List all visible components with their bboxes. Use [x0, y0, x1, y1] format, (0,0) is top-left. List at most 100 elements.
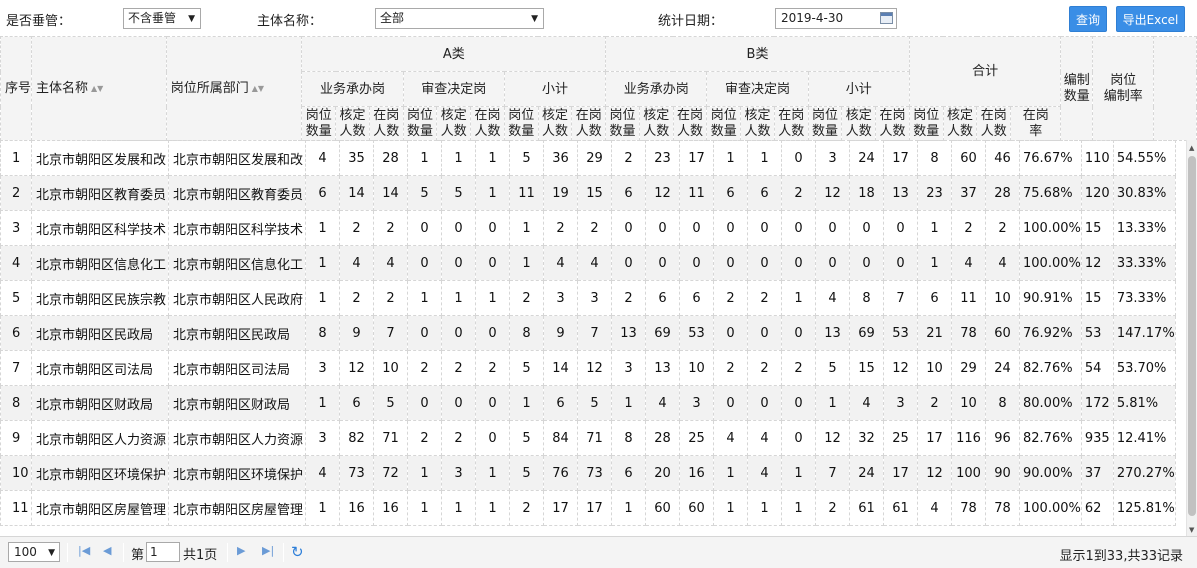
grid-body-table: 1 北京市朝阳区发展和改 北京市朝阳区发展和改 4 35 28 1 1 1 5 36 29 2 23 17 1…: [0, 140, 1176, 526]
cell-ratio: 12.41%: [1112, 420, 1176, 456]
cell-b5: 0: [747, 315, 782, 351]
column-staffing-l1: 编制: [1063, 72, 1090, 88]
cell-b2: 6: [645, 280, 680, 316]
cell-a2: 9: [339, 315, 374, 351]
cell-idx: 1: [0, 140, 32, 176]
first-page-icon[interactable]: |◀: [78, 544, 91, 557]
table-row[interactable]: 7 北京市朝阳区司法局 北京市朝阳区司法局 3 12 10 2 2 2 5 14 12 3 13 10 2 2 2…: [0, 350, 1176, 386]
table-row[interactable]: 10 北京市朝阳区环境保护 北京市朝阳区环境保护 4 73 72 1 3 1 5 76 73 6 20 16…: [0, 455, 1176, 491]
cell-b9: 7: [883, 280, 918, 316]
cell-a6: 0: [475, 385, 510, 421]
column-seq: 序号: [0, 36, 33, 141]
last-page-icon[interactable]: ▶|: [262, 544, 275, 557]
prev-page-icon[interactable]: ◀: [103, 544, 112, 557]
query-button[interactable]: 查询: [1069, 6, 1107, 32]
calendar-icon[interactable]: [880, 12, 893, 24]
table-row[interactable]: 6 北京市朝阳区民政局 北京市朝阳区民政局 8 9 7 0 0 0 8 9 7 13 69 53 0 0 0 13 6…: [0, 315, 1176, 351]
column-department[interactable]: 岗位所属部门 ▲▼: [165, 36, 303, 141]
cell-b1: 2: [611, 280, 646, 316]
separator: [227, 543, 228, 562]
cell-t2: 37: [951, 175, 986, 211]
cell-b9: 61: [883, 490, 918, 526]
scroll-down-icon[interactable]: ▼: [1189, 526, 1195, 534]
cell-staff: 935: [1080, 420, 1114, 456]
date-input-value: 2019-4-30: [781, 11, 844, 25]
cell-b7: 0: [815, 245, 850, 281]
cell-b8: 32: [849, 420, 884, 456]
cell-a6: 0: [475, 315, 510, 351]
page-prefix: 第: [131, 548, 145, 563]
page-number-input[interactable]: 1: [146, 542, 180, 562]
subcol-label: 人数: [373, 123, 400, 139]
cell-b1: 8: [611, 420, 646, 456]
cell-b1: 3: [611, 350, 646, 386]
cell-a6: 1: [475, 280, 510, 316]
column-entity-name[interactable]: 主体名称 ▲▼: [31, 36, 167, 141]
export-excel-button[interactable]: 导出Excel: [1116, 6, 1185, 32]
cell-a9: 4: [577, 245, 612, 281]
table-row[interactable]: 9 北京市朝阳区人力资源 北京市朝阳区人力资源 3 82 71 2 2 0 5 84 71 8 28 25 4…: [0, 420, 1176, 456]
cell-t1: 8: [917, 140, 952, 176]
cell-t2: 11: [951, 280, 986, 316]
subcol-label: 岗位: [913, 107, 940, 123]
subcol-label: 人数: [643, 123, 670, 139]
page-total: 共1页: [183, 548, 218, 563]
cell-a3: 10: [373, 350, 408, 386]
sort-icon[interactable]: ▲▼: [251, 84, 265, 93]
scroll-up-icon[interactable]: ▲: [1189, 144, 1195, 152]
subcol-b-business-posts: 岗位 数量: [605, 106, 640, 141]
refresh-icon[interactable]: ↻: [291, 543, 304, 561]
grid-body[interactable]: 1 北京市朝阳区发展和改 北京市朝阳区发展和改 4 35 28 1 1 1 5 36 29 2 23 17 1…: [0, 140, 1186, 536]
subcol-label: 岗位: [710, 107, 737, 123]
cell-idx: 7: [0, 350, 32, 386]
cell-b9: 13: [883, 175, 918, 211]
page-number-value: 1: [150, 545, 158, 559]
cell-b8: 24: [849, 140, 884, 176]
group-a-business: 业务承办岗: [301, 71, 404, 107]
cell-b2: 23: [645, 140, 680, 176]
table-row[interactable]: 2 北京市朝阳区教育委员 北京市朝阳区教育委员 6 14 14 5 5 1 11 19 15 6 12 11…: [0, 175, 1176, 211]
table-row[interactable]: 4 北京市朝阳区信息化工 北京市朝阳区信息化工 1 4 4 0 0 0 1 4 4 0 0 0 0 0 0 0 0 0 1…: [0, 245, 1176, 281]
subcol-label: 核定: [542, 107, 569, 123]
cell-a4: 1: [407, 455, 442, 491]
subcol-label: 在岗: [980, 107, 1007, 123]
subcol-label: 人数: [845, 123, 872, 139]
cell-idx: 9: [0, 420, 32, 456]
supervise-select[interactable]: 不含垂管 ▼: [123, 8, 201, 29]
cell-rate: 100.00%: [1019, 490, 1082, 526]
sort-icon[interactable]: ▲▼: [91, 84, 104, 93]
cell-dept: 北京市朝阳区人民政府: [168, 280, 306, 316]
next-page-icon[interactable]: ▶: [237, 544, 246, 557]
table-row[interactable]: 5 北京市朝阳区民族宗教 北京市朝阳区人民政府 1 2 2 1 1 1 2 3 3 2 6 6 2 2 1 4 8 7 6…: [0, 280, 1176, 316]
vertical-scrollbar[interactable]: ▲ ▼: [1186, 140, 1197, 536]
subcol-label: 数量: [508, 123, 535, 139]
cell-a5: 5: [441, 175, 476, 211]
subcol-label: 数量: [913, 123, 940, 139]
group-a-subtotal: 小计: [503, 71, 607, 107]
cell-dept: 北京市朝阳区房屋管理: [168, 490, 306, 526]
cell-a8: 17: [543, 490, 578, 526]
cell-a2: 4: [339, 245, 374, 281]
cell-b2: 13: [645, 350, 680, 386]
cell-b1: 0: [611, 245, 646, 281]
cell-b9: 3: [883, 385, 918, 421]
table-row[interactable]: 11 北京市朝阳区房屋管理 北京市朝阳区房屋管理 1 16 16 1 1 1 2 17 17 1 60 60…: [0, 490, 1176, 526]
subcol-label: 岗位: [812, 107, 839, 123]
entity-select[interactable]: 全部 ▼: [375, 8, 544, 29]
table-row[interactable]: 3 北京市朝阳区科学技术 北京市朝阳区科学技术 1 2 2 0 0 0 1 2 2 0 0 0 0 0 0 0 0 0 1…: [0, 210, 1176, 246]
subcol-label: 数量: [812, 123, 839, 139]
page-size-select[interactable]: 100 ▼: [8, 542, 60, 562]
cell-rate: 100.00%: [1019, 210, 1082, 246]
subcol-label: 核定: [744, 107, 771, 123]
date-input[interactable]: 2019-4-30: [775, 8, 897, 29]
cell-rate: 82.76%: [1019, 350, 1082, 386]
cell-a1: 4: [305, 455, 340, 491]
cell-b9: 53: [883, 315, 918, 351]
table-row[interactable]: 8 北京市朝阳区财政局 北京市朝阳区财政局 1 6 5 0 0 0 1 6 5 1 4 3 0 0 0 1 4 3 2 10…: [0, 385, 1176, 421]
cell-staff: 15: [1080, 210, 1114, 246]
cell-a5: 0: [441, 315, 476, 351]
scroll-thumb[interactable]: [1188, 156, 1196, 516]
cell-a4: 0: [407, 210, 442, 246]
table-row[interactable]: 1 北京市朝阳区发展和改 北京市朝阳区发展和改 4 35 28 1 1 1 5 36 29 2 23 17 1…: [0, 140, 1176, 176]
cell-rate: 76.92%: [1019, 315, 1082, 351]
